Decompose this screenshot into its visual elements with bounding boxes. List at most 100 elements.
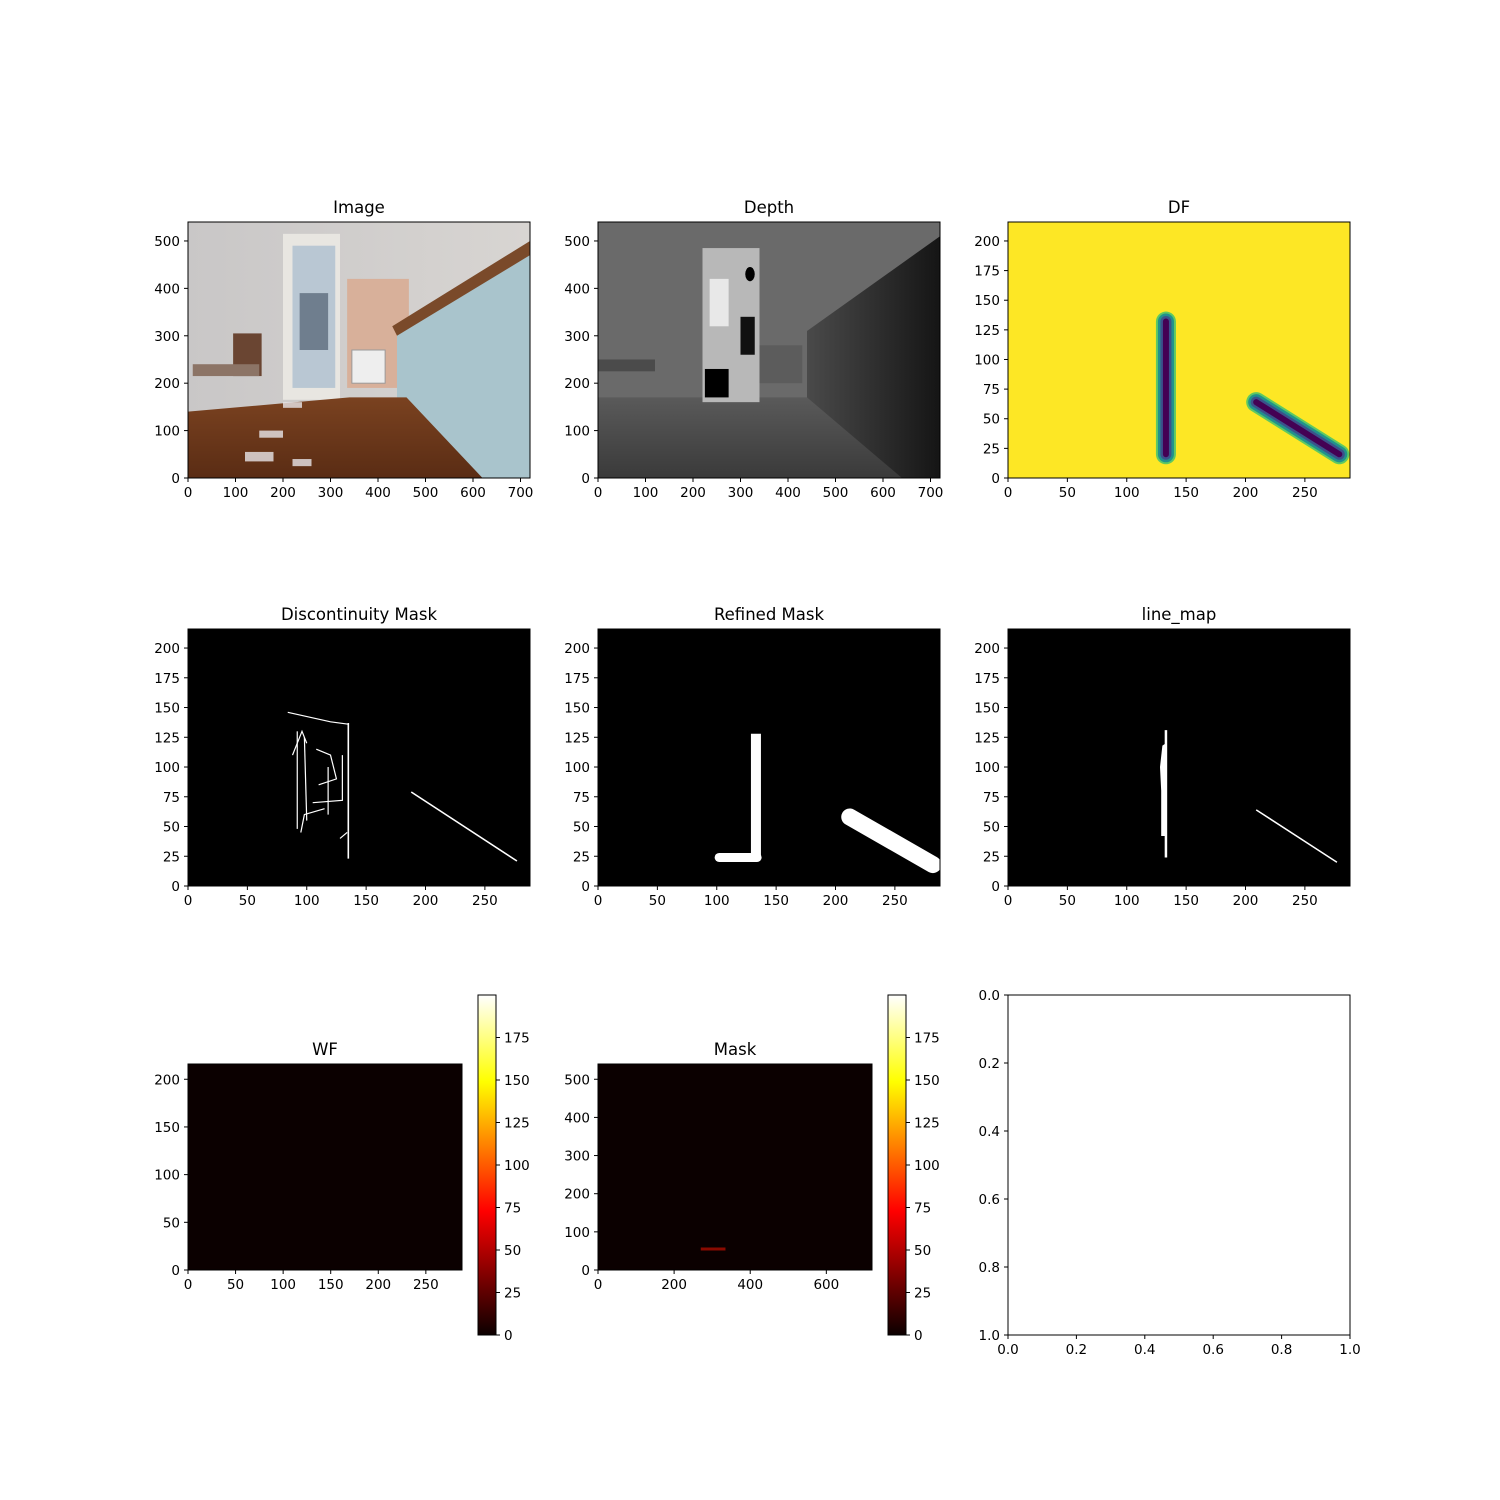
x-tick-label: 200: [270, 485, 296, 501]
y-tick-label: 50: [163, 1215, 180, 1231]
x-tick-label: 200: [823, 893, 849, 909]
x-tick-label: 50: [649, 893, 666, 909]
y-tick-label: 125: [974, 730, 1000, 746]
panel-title: DF: [1168, 198, 1190, 217]
y-tick-label: 200: [154, 1072, 180, 1088]
x-tick-label: 0.4: [1134, 1342, 1155, 1358]
panel-content: [1008, 629, 1350, 886]
x-tick-label: 500: [413, 485, 439, 501]
x-tick-label: 400: [775, 485, 801, 501]
colorbar-tick-label: 75: [504, 1201, 521, 1217]
x-tick-label: 150: [763, 893, 789, 909]
panel-title: Refined Mask: [714, 605, 825, 624]
edge-stroke: [287, 711, 349, 725]
panel-content: [598, 222, 940, 478]
y-tick-label: 300: [564, 329, 590, 345]
y-tick-label: 75: [163, 790, 180, 806]
axes-frame: [597, 1063, 873, 1271]
panel-title: WF: [312, 1040, 338, 1059]
y-tick-label: 125: [154, 730, 180, 746]
y-tick-label: 100: [564, 424, 590, 440]
x-tick-label: 0.6: [1202, 1342, 1223, 1358]
x-tick-label: 200: [661, 1277, 687, 1293]
x-tick-label: 200: [413, 893, 439, 909]
x-tick-label: 700: [918, 485, 944, 501]
panel-discontinuity: 0 50 100 150 200 250 0 25 50 75 100 125 150 175 200 Dis…: [154, 605, 531, 909]
mask-background: [1008, 629, 1350, 886]
y-tick-label: 400: [564, 281, 590, 297]
panel-content: [598, 1064, 872, 1270]
df-line: [1253, 399, 1343, 458]
y-tick-label: 100: [974, 352, 1000, 368]
panel-wf: 0 50 100 150 200 250 0 50 100 150 200 WF 0 25 50 75 100 1…: [154, 994, 530, 1344]
y-tick-label: 200: [154, 376, 180, 392]
x-tick-label: 100: [1114, 485, 1140, 501]
y-tick-label: 0: [581, 471, 590, 487]
x-tick-label: 600: [870, 485, 896, 501]
depth-hole: [704, 368, 729, 398]
x-tick-label: 50: [239, 893, 256, 909]
x-tick-label: 200: [1233, 485, 1259, 501]
photo-counter: [392, 240, 530, 336]
photo-table: [192, 364, 260, 377]
x-tick-label: 600: [813, 1277, 839, 1293]
panel-df: 0 50 100 150 200 250 0 25 50 75 100 125 150 175 200 DF: [974, 198, 1351, 501]
axes-frame: [1007, 628, 1351, 887]
y-tick-label: 100: [564, 1225, 590, 1241]
axes-frame: [597, 221, 941, 479]
y-tick-label: 400: [154, 281, 180, 297]
edge-stroke: [291, 729, 308, 756]
panel-content: [188, 1064, 462, 1270]
colorbar-tick-label: 100: [914, 1158, 940, 1174]
colorbar-tick-label: 50: [914, 1243, 931, 1259]
photo-floor-artifact: [292, 459, 312, 467]
colorbar-tick-label: 25: [504, 1286, 521, 1302]
axes-frame: [187, 628, 531, 887]
y-tick-label: 500: [564, 234, 590, 250]
x-tick-label: 400: [737, 1277, 763, 1293]
colorbar-gradient: [478, 995, 496, 1335]
x-tick-label: 250: [413, 1277, 439, 1293]
y-tick-label: 0: [171, 879, 180, 895]
axes-frame: [187, 221, 531, 479]
x-tick-label: 100: [1114, 893, 1140, 909]
panel-content: [188, 222, 530, 478]
y-tick-label: 50: [163, 820, 180, 836]
y-tick-label: 300: [564, 1149, 590, 1165]
depth-radiator: [759, 345, 803, 384]
y-tick-label: 75: [573, 790, 590, 806]
y-tick-label: 200: [564, 1187, 590, 1203]
colorbar-gradient: [888, 995, 906, 1335]
panel-title: Mask: [714, 1040, 757, 1059]
x-tick-label: 250: [882, 893, 908, 909]
panel-empty: 0.0 0.2 0.4 0.6 0.8 1.00.00.20.40.60.81.0: [979, 988, 1361, 1358]
panel-title: Image: [333, 198, 385, 217]
x-tick-label: 500: [823, 485, 849, 501]
y-tick-label: 200: [564, 641, 590, 657]
y-tick-label: 175: [974, 671, 1000, 687]
y-tick-label: 0: [991, 471, 1000, 487]
mask-background: [188, 629, 530, 886]
y-tick-label: 150: [974, 293, 1000, 309]
depth-table: [598, 359, 655, 372]
x-tick-label: 700: [508, 485, 534, 501]
axes-frame: [597, 628, 941, 887]
colorbar-tick-label: 175: [504, 1031, 530, 1047]
y-tick-label: 75: [983, 790, 1000, 806]
x-tick-label: 150: [1173, 893, 1199, 909]
edge-stroke: [300, 808, 325, 833]
photo-radiator: [351, 349, 386, 384]
y-tick-label: 0.4: [979, 1124, 1000, 1140]
x-tick-label: 50: [227, 1277, 244, 1293]
x-tick-label: 0: [594, 1277, 603, 1293]
x-tick-label: 100: [223, 485, 249, 501]
heat-background: [188, 1064, 462, 1270]
panel-linemap: 0 50 100 150 200 250 0 25 50 75 100 125 150 175 200 lin…: [974, 605, 1351, 909]
x-tick-label: 100: [704, 893, 730, 909]
panel-title: Depth: [744, 198, 794, 217]
y-tick-label: 0.0: [979, 988, 1000, 1004]
x-tick-label: 0: [1004, 893, 1013, 909]
x-tick-label: 200: [680, 485, 706, 501]
colorbar-tick-label: 125: [914, 1116, 940, 1132]
photo-floor-artifact: [259, 430, 283, 438]
